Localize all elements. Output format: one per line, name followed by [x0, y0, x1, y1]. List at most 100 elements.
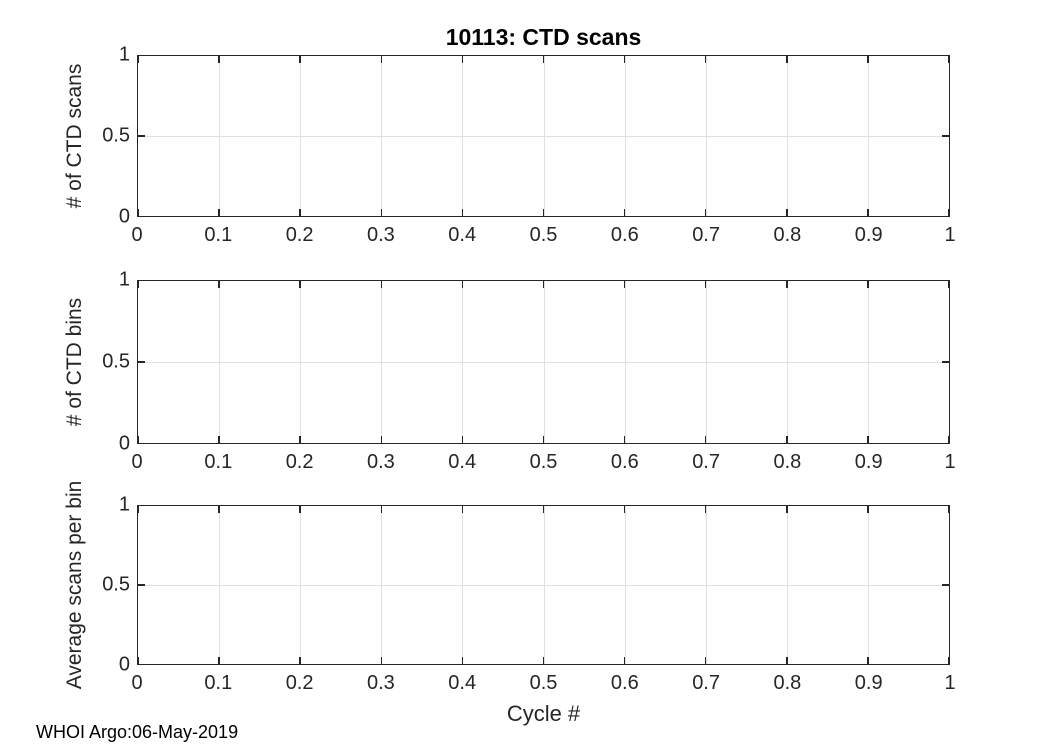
tick-mark: [461, 506, 464, 513]
x-tick-label: 0.7: [692, 451, 720, 473]
x-tick-label: 0.4: [448, 672, 477, 694]
gridline-horizontal: [138, 585, 949, 586]
x-tick-labels: 0 0.1 0.2 0.3 0.4 0.5 0.6 0.7 0.8 0.9 1: [131, 672, 955, 698]
tick-mark: [137, 56, 139, 63]
tick-mark: [867, 281, 869, 288]
tick-mark: [218, 281, 220, 288]
tick-mark: [218, 657, 220, 664]
x-tick-label: 0.1: [204, 451, 233, 473]
tick-mark: [542, 209, 545, 216]
tick-mark: [299, 209, 301, 216]
x-tick-label: 0.7: [692, 224, 720, 246]
tick-mark: [380, 281, 383, 288]
subplot-1: 10113: CTD scans # of CTD scans 0 0.5 1 0 0.1 0…: [0, 24, 1050, 246]
x-tick-label: 1: [944, 672, 956, 694]
tick-mark: [299, 506, 301, 513]
y-tick-label: 1: [118, 43, 130, 66]
tick-mark: [461, 281, 464, 288]
y-tick-label: 0: [118, 653, 130, 676]
tick-mark: [461, 436, 464, 443]
tick-mark: [948, 56, 950, 63]
tick-mark: [948, 506, 950, 513]
y-tick-label: 1: [118, 268, 130, 291]
y-tick-label: 1: [118, 493, 130, 516]
x-tick-label: 0.6: [610, 672, 639, 694]
x-tick-label: 0.5: [529, 224, 558, 246]
plot-area: [137, 505, 950, 665]
tick-mark: [623, 56, 626, 63]
tick-mark: [218, 436, 220, 443]
tick-mark: [461, 657, 464, 664]
x-tick-label: 0.1: [204, 224, 233, 246]
x-tick-label: 0.8: [773, 672, 802, 694]
tick-mark: [704, 56, 707, 63]
tick-mark: [137, 506, 139, 513]
tick-mark: [867, 436, 869, 443]
x-tick-label: 0.3: [366, 672, 395, 694]
subplot-3: Average scans per bin 0 0.5 1 0 0.1 0.2 0.3 0.4 0…: [0, 481, 1050, 726]
tick-mark: [299, 56, 301, 63]
y-tick-label: 0.5: [102, 573, 130, 596]
y-tick-label: 0: [118, 205, 130, 228]
tick-mark: [137, 281, 139, 288]
tick-mark: [786, 56, 788, 63]
tick-mark: [542, 56, 545, 63]
tick-mark: [704, 657, 707, 664]
x-tick-label: 0.5: [529, 672, 558, 694]
y-tick-label: 0.5: [102, 124, 130, 147]
tick-mark: [786, 281, 788, 288]
x-tick-label: 0.8: [773, 451, 802, 473]
tick-mark: [948, 657, 950, 664]
tick-mark: [623, 657, 626, 664]
tick-mark: [704, 209, 707, 216]
tick-mark: [299, 436, 301, 443]
tick-mark: [704, 436, 707, 443]
tick-mark: [542, 281, 545, 288]
gridline-horizontal: [138, 362, 949, 363]
x-tick-label: 0.9: [854, 672, 883, 694]
tick-mark: [942, 361, 949, 363]
tick-mark: [461, 56, 464, 63]
tick-mark: [942, 584, 949, 586]
x-tick-label: 0.8: [773, 224, 802, 246]
tick-mark: [704, 506, 707, 513]
tick-mark: [137, 657, 139, 664]
tick-mark: [623, 506, 626, 513]
tick-mark: [786, 436, 788, 443]
chart-title: 10113: CTD scans: [445, 24, 642, 50]
tick-mark: [942, 135, 949, 137]
plot-area: [137, 55, 950, 217]
tick-mark: [461, 209, 464, 216]
x-tick-label: 0: [131, 224, 143, 246]
tick-mark: [138, 135, 145, 137]
tick-mark: [867, 56, 869, 63]
gridline-horizontal: [138, 136, 949, 137]
tick-mark: [137, 209, 139, 216]
tick-mark: [704, 281, 707, 288]
plot-area: [137, 280, 950, 444]
tick-mark: [218, 56, 220, 63]
x-tick-label: 0: [131, 672, 143, 694]
x-tick-label: 0.3: [366, 224, 395, 246]
x-tick-label: 0.6: [610, 224, 639, 246]
tick-mark: [380, 209, 383, 216]
tick-mark: [867, 506, 869, 513]
tick-mark: [623, 209, 626, 216]
x-tick-label: 0.1: [204, 672, 233, 694]
tick-mark: [138, 361, 145, 363]
x-tick-labels: 0 0.1 0.2 0.3 0.4 0.5 0.6 0.7 0.8 0.9 1: [131, 224, 955, 250]
x-tick-label: 0.5: [529, 451, 558, 473]
tick-mark: [623, 281, 626, 288]
tick-mark: [786, 506, 788, 513]
tick-mark: [299, 281, 301, 288]
x-tick-label: 0: [131, 451, 143, 473]
x-tick-labels: 0 0.1 0.2 0.3 0.4 0.5 0.6 0.7 0.8 0.9 1: [131, 451, 955, 477]
y-tick-label: 0.5: [102, 350, 130, 373]
watermark-text: WHOI Argo:06-May-2019: [36, 722, 239, 742]
tick-mark: [542, 506, 545, 513]
tick-mark: [948, 436, 950, 443]
tick-mark: [218, 209, 220, 216]
y-tick-label: 0: [118, 432, 130, 455]
x-tick-label: 0.7: [692, 672, 720, 694]
